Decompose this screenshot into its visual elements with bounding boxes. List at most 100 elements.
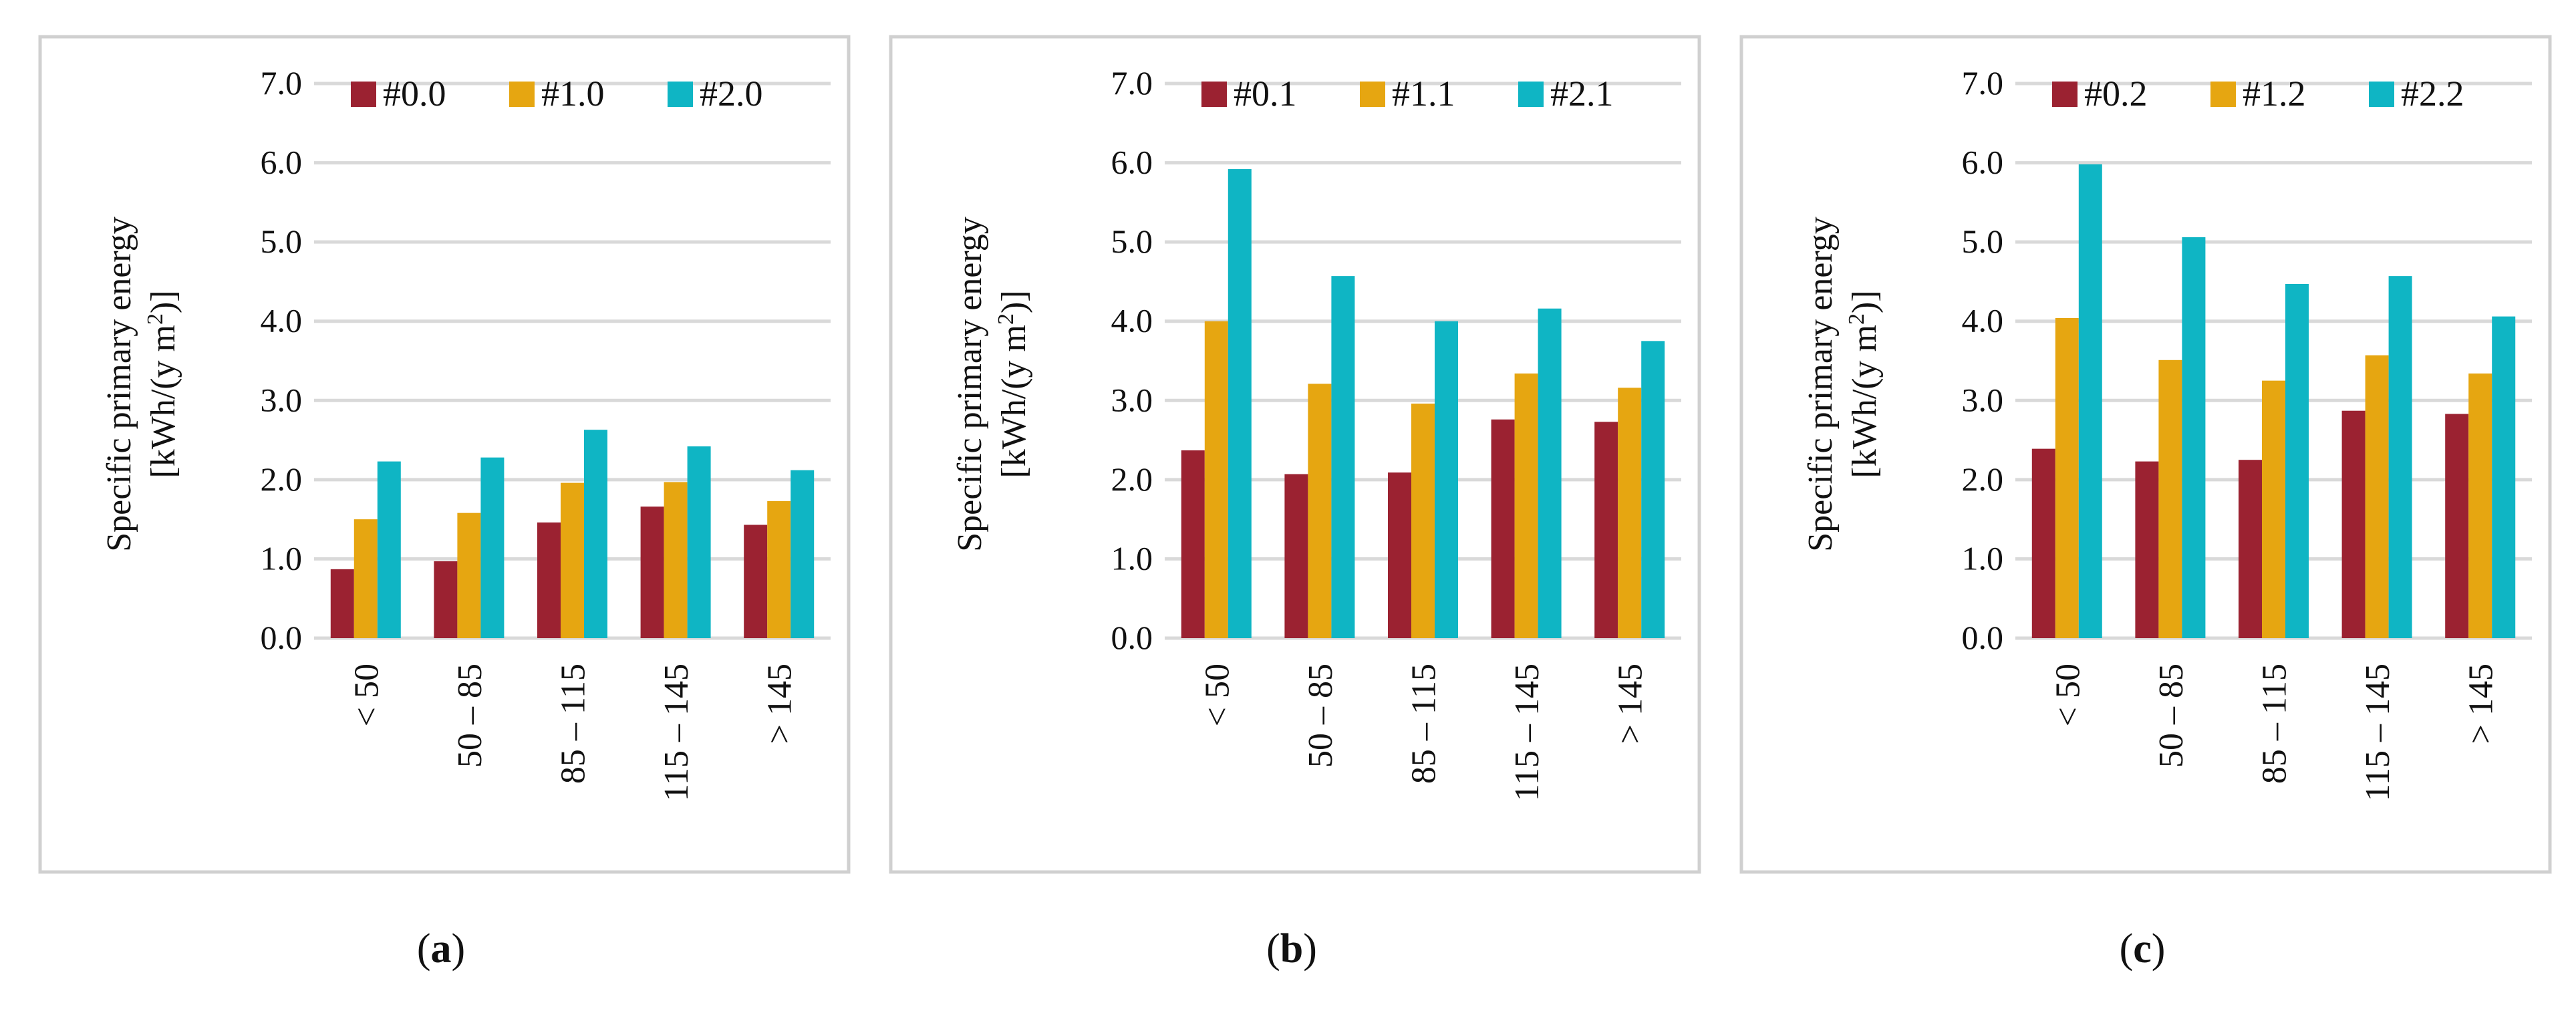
- y-tick-label: 5.0: [1111, 223, 1153, 260]
- bar-series-2.2-cat-2: [2285, 283, 2309, 638]
- x-tick-label: 115 – 145: [1508, 664, 1546, 801]
- y-tick-label: 6.0: [1962, 144, 2004, 181]
- bar-series-0.1-cat-1: [1284, 474, 1308, 638]
- bar-series-1.1-cat-3: [1514, 373, 1538, 638]
- bar-series-1.1-cat-4: [1618, 388, 1642, 638]
- bar-series-1.2-cat-0: [2055, 317, 2079, 638]
- legend-label-series-0.2: #0.2: [2084, 74, 2148, 114]
- bar-series-0.1-cat-0: [1181, 450, 1205, 638]
- bar-series-1.0-cat-1: [457, 513, 481, 638]
- y-tick-label: 6.0: [1111, 144, 1153, 181]
- bar-series-0.0-cat-1: [434, 561, 458, 638]
- bar-series-2.1-cat-0: [1228, 169, 1252, 639]
- bar-series-2.1-cat-3: [1538, 308, 1562, 638]
- bar-series-2.0-cat-2: [584, 430, 607, 638]
- bar-series-1.0-cat-0: [353, 519, 378, 638]
- y-tick-label: 2.0: [1111, 460, 1153, 498]
- bar-series-1.1-cat-1: [1308, 384, 1332, 638]
- bar-series-0.2-cat-3: [2341, 410, 2366, 638]
- y-tick-label: 0.0: [1962, 619, 2004, 656]
- x-tick-label: < 50: [1198, 664, 1236, 726]
- bar-series-2.2-cat-4: [2492, 316, 2516, 638]
- bar-series-0.1-cat-3: [1491, 419, 1515, 638]
- bar-series-2.0-cat-3: [687, 446, 711, 638]
- bar-series-1.2-cat-1: [2158, 359, 2182, 638]
- bar-series-1.1-cat-0: [1204, 321, 1228, 638]
- y-tick-label: 3.0: [1962, 381, 2004, 418]
- x-tick-label: > 145: [1612, 664, 1650, 744]
- y-tick-label: 2.0: [1962, 460, 2004, 498]
- bar-series-1.1-cat-2: [1411, 404, 1435, 638]
- legend-label-series-1.1: #1.1: [1392, 74, 1455, 114]
- legend-swatch-series-2.1: [1518, 82, 1544, 107]
- legend-swatch-series-0.0: [351, 82, 376, 107]
- y-tick-label: 3.0: [261, 381, 303, 418]
- legend-label-series-0.0: #0.0: [383, 74, 446, 114]
- bar-series-2.0-cat-0: [377, 461, 401, 638]
- bar-series-1.0-cat-3: [664, 482, 688, 638]
- bar-series-2.2-cat-3: [2388, 276, 2412, 639]
- legend-label-series-1.0: #1.0: [541, 74, 605, 114]
- y-axis-label-line1: Specific primary energy: [1802, 216, 1840, 552]
- legend-swatch-series-1.1: [1360, 82, 1385, 107]
- y-tick-label: 5.0: [1962, 223, 2004, 260]
- bar-series-2.0-cat-1: [480, 457, 505, 638]
- y-tick-label: 7.0: [1962, 64, 2004, 102]
- y-axis-label: Specific primary energy [kWh/(y m2)]: [951, 216, 1033, 552]
- panel-frame: [38, 35, 851, 874]
- y-axis-label-line1: Specific primary energy: [100, 216, 138, 552]
- y-axis-label-line1: Specific primary energy: [951, 216, 989, 552]
- bar-series-0.2-cat-1: [2135, 461, 2159, 638]
- y-tick-label: 1.0: [1962, 539, 2004, 577]
- bar-series-1.0-cat-2: [561, 482, 584, 638]
- chart-panel-a: 0.0 1.0 2.0 3.0 4.0 5.0 6.0 7.0 Specific primary…: [38, 35, 851, 874]
- x-tick-label: 85 – 115: [555, 664, 593, 784]
- panel-caption-c: (c): [2120, 926, 2166, 972]
- x-tick-label: > 145: [2462, 664, 2500, 744]
- legend-swatch-series-1.2: [2210, 82, 2236, 107]
- chart-panel-c: 0.0 1.0 2.0 3.0 4.0 5.0 6.0 7.0 Specific primary…: [1739, 35, 2552, 874]
- legend-label-series-0.1: #0.1: [1234, 74, 1297, 114]
- y-axis-label: Specific primary energy [kWh/(y m2)]: [1802, 216, 1884, 552]
- x-tick-label: 85 – 115: [1405, 664, 1443, 784]
- y-tick-label: 1.0: [1111, 539, 1153, 577]
- bar-series-0.1-cat-2: [1388, 472, 1411, 638]
- x-tick-label: < 50: [347, 664, 386, 726]
- x-tick-label: < 50: [2049, 664, 2087, 726]
- bar-series-2.1-cat-1: [1331, 276, 1355, 639]
- y-tick-label: 7.0: [261, 64, 303, 102]
- x-tick-label: 85 – 115: [2256, 664, 2294, 784]
- y-tick-label: 0.0: [261, 619, 303, 656]
- y-tick-label: 7.0: [1111, 64, 1153, 102]
- x-tick-label: 115 – 145: [658, 664, 696, 801]
- bar-series-1.2-cat-3: [2365, 355, 2389, 638]
- y-axis-label: Specific primary energy [kWh/(y m2)]: [100, 216, 182, 552]
- bar-series-2.1-cat-4: [1641, 341, 1665, 638]
- y-tick-label: 4.0: [1111, 302, 1153, 339]
- y-tick-label: 3.0: [1111, 381, 1153, 418]
- bar-series-0.1-cat-4: [1594, 422, 1618, 638]
- panel-caption-b: (b): [1266, 926, 1317, 972]
- y-tick-label: 0.0: [1111, 619, 1153, 656]
- legend-swatch-series-0.1: [1201, 82, 1227, 107]
- bar-series-0.2-cat-0: [2031, 448, 2055, 638]
- legend-swatch-series-0.2: [2052, 82, 2078, 107]
- legend-swatch-series-2.0: [668, 82, 693, 107]
- y-axis-label-line2: [kWh/(y m2)]: [994, 290, 1033, 478]
- y-tick-label: 2.0: [261, 460, 303, 498]
- bar-series-0.0-cat-4: [744, 525, 768, 638]
- bar-series-0.0-cat-2: [537, 522, 561, 638]
- bar-series-2.1-cat-2: [1435, 321, 1458, 638]
- bar-series-1.0-cat-4: [767, 500, 791, 638]
- bar-series-0.0-cat-3: [640, 506, 664, 638]
- legend-label-series-2.1: #2.1: [1550, 74, 1614, 114]
- legend-label-series-1.2: #1.2: [2243, 74, 2306, 114]
- bar-series-1.2-cat-2: [2262, 380, 2285, 638]
- bar-series-2.0-cat-4: [791, 470, 815, 638]
- y-tick-label: 4.0: [1962, 302, 2004, 339]
- y-tick-label: 6.0: [261, 144, 303, 181]
- y-tick-label: 4.0: [261, 302, 303, 339]
- y-tick-label: 1.0: [261, 539, 303, 577]
- bar-series-1.2-cat-4: [2468, 373, 2492, 638]
